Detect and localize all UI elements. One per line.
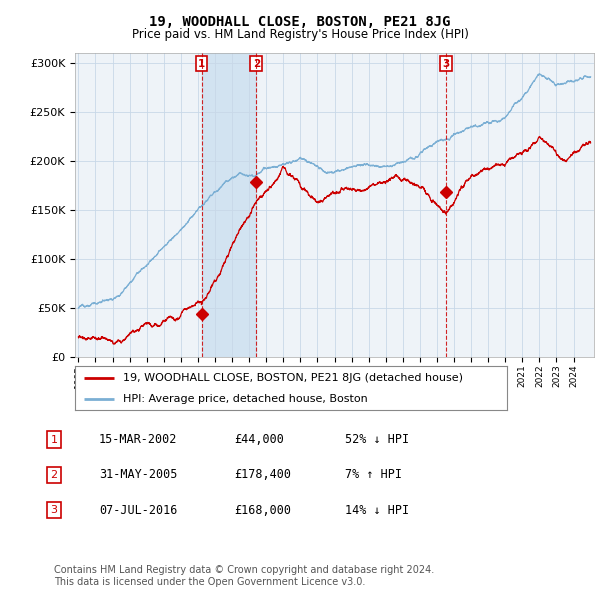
Text: 14% ↓ HPI: 14% ↓ HPI [345, 504, 409, 517]
Text: 31-MAY-2005: 31-MAY-2005 [99, 468, 178, 481]
Text: 52% ↓ HPI: 52% ↓ HPI [345, 433, 409, 446]
Text: 19, WOODHALL CLOSE, BOSTON, PE21 8JG (detached house): 19, WOODHALL CLOSE, BOSTON, PE21 8JG (de… [122, 373, 463, 383]
Text: £178,400: £178,400 [234, 468, 291, 481]
Text: Contains HM Land Registry data © Crown copyright and database right 2024.
This d: Contains HM Land Registry data © Crown c… [54, 565, 434, 587]
Text: 1: 1 [50, 435, 58, 444]
Bar [202, 53, 256, 357]
Text: 07-JUL-2016: 07-JUL-2016 [99, 504, 178, 517]
Text: 15-MAR-2002: 15-MAR-2002 [99, 433, 178, 446]
Text: HPI: Average price, detached house, Boston: HPI: Average price, detached house, Bost… [122, 394, 367, 404]
Text: 2: 2 [253, 59, 260, 68]
Text: Price paid vs. HM Land Registry's House Price Index (HPI): Price paid vs. HM Land Registry's House … [131, 28, 469, 41]
Text: 3: 3 [50, 506, 58, 515]
Text: £168,000: £168,000 [234, 504, 291, 517]
Text: 19, WOODHALL CLOSE, BOSTON, PE21 8JG: 19, WOODHALL CLOSE, BOSTON, PE21 8JG [149, 15, 451, 29]
Text: 7% ↑ HPI: 7% ↑ HPI [345, 468, 402, 481]
Text: 2: 2 [50, 470, 58, 480]
Text: 3: 3 [442, 59, 449, 68]
Text: 1: 1 [198, 59, 205, 68]
Text: £44,000: £44,000 [234, 433, 284, 446]
